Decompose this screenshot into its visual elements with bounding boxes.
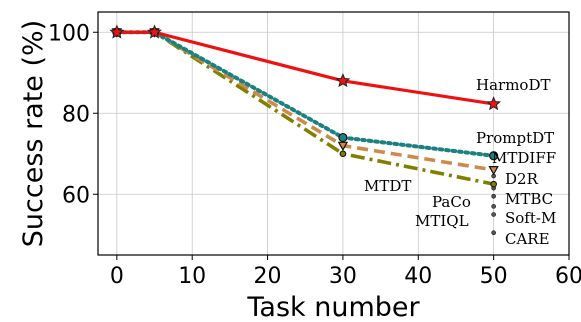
x-tick-label: 10 bbox=[178, 264, 206, 289]
series-line-harmodt bbox=[116, 30, 494, 106]
series-label-mtdiff: MTDIFF bbox=[492, 149, 556, 167]
x-axis-label: Task number bbox=[246, 292, 420, 322]
marker-soft-m bbox=[491, 212, 496, 217]
series-label-soft-m: Soft-M bbox=[505, 209, 556, 227]
marker-mtdiff bbox=[337, 141, 349, 152]
series-label-mtiql: MTIQL bbox=[415, 212, 469, 230]
marker-mtdt bbox=[490, 180, 497, 188]
series-label-mtdt: MTDT bbox=[364, 177, 411, 195]
x-tick-label: 30 bbox=[329, 264, 357, 289]
marker-promptdt bbox=[489, 151, 499, 161]
marker-harmodt bbox=[109, 24, 125, 39]
series-line-mtdt bbox=[116, 30, 494, 186]
marker-mtdiff bbox=[488, 165, 499, 176]
series-markers bbox=[109, 24, 502, 236]
marker-care bbox=[491, 230, 496, 236]
y-tick-label: 60 bbox=[62, 183, 90, 208]
x-tick-label: 50 bbox=[480, 264, 508, 289]
x-tick-label: 0 bbox=[110, 264, 124, 289]
x-tick-label: 20 bbox=[254, 264, 282, 289]
y-axis-label: Success rate (%) bbox=[18, 20, 49, 247]
series-label-care: CARE bbox=[505, 230, 550, 248]
marker-mtdt bbox=[339, 150, 347, 158]
series-label-mtbc: MTBC bbox=[505, 190, 553, 208]
series-labels: HarmoDT PromptDT MTDIFF MTDT D2R MTBC PaCoMTIQ… bbox=[364, 76, 556, 248]
x-tick-label: 40 bbox=[404, 264, 432, 289]
marker-promptdt bbox=[338, 132, 348, 143]
marker-paco bbox=[491, 193, 496, 199]
series-label-harmodt: HarmoDT bbox=[476, 76, 550, 94]
series-lines bbox=[114, 30, 496, 186]
marker-harmodt bbox=[147, 24, 162, 39]
y-tick-label: 100 bbox=[48, 21, 90, 46]
marker-mtiql bbox=[491, 204, 496, 209]
series-label-d2r: D2R bbox=[505, 170, 539, 188]
tick-labels: 0 10 20 30 40 50 60 60 80 100 bbox=[48, 21, 581, 289]
x-tick-label: 60 bbox=[555, 264, 581, 289]
series-label-promptdt: PromptDT bbox=[476, 129, 554, 147]
marker-harmodt bbox=[335, 73, 351, 88]
series-label-paco: PaCo bbox=[432, 193, 471, 211]
marker-harmodt bbox=[486, 96, 502, 111]
plot-frame bbox=[97, 11, 570, 256]
y-tick-label: 80 bbox=[62, 102, 90, 127]
